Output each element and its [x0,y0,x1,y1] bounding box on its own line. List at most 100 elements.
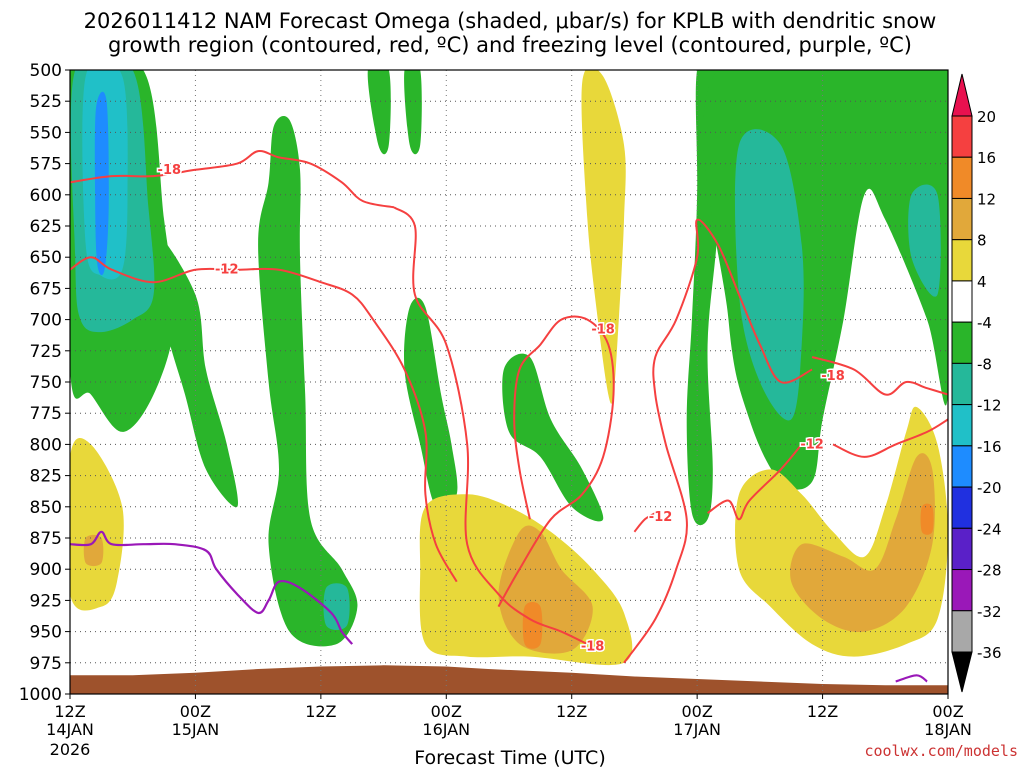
y-tick-label-975: 975 [30,654,62,674]
y-tick-label-925: 925 [30,591,62,611]
omega-region-yellow-16 [70,438,124,611]
x-tick-date-84: 18JAN [924,720,972,739]
dgz-contour-0 [70,149,395,209]
colorbar-swatch-11 [951,569,973,612]
x-tick-date-0: 14JAN [46,720,94,739]
freezing-level-line-0 [69,530,354,645]
colorbar-top-arrow [951,73,973,117]
dgz-contour-label-4: -18 [821,369,845,384]
dgz-contour-label-3: -18 [591,323,615,338]
grid-lines [70,70,948,694]
dgz-contour-7 [811,356,948,396]
omega-region-teal-6 [323,583,350,631]
dgz-contour-4 [623,218,813,664]
dgz-contours: -18 -18 -12 -18 -18 -12 -12 [70,149,948,664]
x-tick-label-0: 12Z [54,702,85,721]
x-tick-date-60: 17JAN [673,720,721,739]
y-tick-label-800: 800 [30,435,62,455]
colorbar-label-12: -32 [977,603,1002,621]
omega-region-orange-19 [498,525,593,654]
y-tick-label-875: 875 [30,529,62,549]
terrain-surface [70,665,948,694]
y-tick-label-725: 725 [30,342,62,362]
dgz-contour-label-1: -18 [581,640,605,655]
freezing-level-line-1 [895,674,928,683]
dgz-contour-label-2: -12 [215,263,239,278]
colorbar-label-7: -12 [977,397,1002,415]
x-axis-label: Forecast Time (UTC) [414,747,605,768]
colorbar-swatch-1 [951,156,973,199]
dgz-contour-3 [497,315,615,608]
omega-region-green-9 [404,297,458,510]
dgz-contour-2 [70,256,458,583]
x-tick-date-12: 15JAN [172,720,220,739]
colorbar-label-8: -16 [977,438,1002,456]
omega-shading [70,70,948,666]
omega-region-teal-15 [908,184,941,297]
y-tick-label-600: 600 [30,186,62,206]
omega-region-dark-orange-23 [920,503,934,535]
x-tick-label-48: 12Z [556,702,587,721]
omega-region-yellow-11 [581,70,626,404]
y-tick-label-900: 900 [30,560,62,580]
year-label: 2026 [50,740,91,759]
omega-region-green-7 [367,70,391,155]
x-tick-label-36: 00Z [431,702,462,721]
x-tick-label-84: 00Z [932,702,963,721]
omega-region-orange-22 [790,453,935,633]
y-tick-label-775: 775 [30,404,62,424]
colorbar-swatch-4 [951,280,973,323]
y-tick-label-850: 850 [30,498,62,518]
dgz-contour-label-0: -18 [158,163,182,178]
x-tick-label-72: 12Z [807,702,838,721]
colorbar-swatch-12 [951,610,973,653]
omega-region-dark-orange-20 [522,601,543,649]
colorbar-label-4: 4 [977,273,987,291]
terrain-fill [70,665,948,694]
y-tick-label-700: 700 [30,311,62,331]
source-credit: coolwx.com/models [864,742,1018,760]
chart-title-line1: 2026011412 NAM Forecast Omega (shaded, μ… [84,9,937,33]
colorbar-label-9: -20 [977,479,1002,497]
colorbar-swatch-0 [951,115,973,158]
omega-region-green-4 [152,231,239,508]
colorbar-swatch-10 [951,527,973,571]
omega-region-green-10 [502,353,604,522]
colorbar-swatch-9 [951,486,973,529]
y-axis: 500 525 550 575 600 625 650 675 700 725 750 775 800 8… [19,61,70,705]
colorbar-label-5: -4 [977,314,992,332]
dgz-contour-label-5: -12 [649,510,673,525]
y-tick-label-825: 825 [30,467,62,487]
omega-region-green-8 [404,70,422,155]
x-tick-label-60: 00Z [681,702,712,721]
colorbar-label-2: 12 [977,190,996,208]
freezing-level-contours [69,530,928,683]
colorbar-label-10: -24 [977,520,1002,538]
colorbar-label-11: -28 [977,562,1002,580]
omega-region-orange-17 [83,534,104,567]
y-tick-label-950: 950 [30,623,62,643]
omega-region-blue-3 [94,91,109,276]
y-tick-label-750: 750 [30,373,62,393]
x-tick-label-12: 00Z [180,702,211,721]
dgz-contour-1 [393,206,588,646]
dgz-contour-6 [707,443,803,521]
y-tick-label-575: 575 [30,155,62,175]
y-tick-label-650: 650 [30,248,62,268]
colorbar-bottom-arrow [951,651,973,693]
colorbar-label-0: 20 [977,108,996,126]
colorbar-label-3: 8 [977,232,987,250]
dgz-contour-8 [832,418,948,458]
colorbar-swatch-2 [951,197,973,241]
colorbar-label-6: -8 [977,355,992,373]
colorbar-swatch-8 [951,445,973,488]
colorbar-label-13: -36 [977,644,1002,662]
x-tick-label-24: 12Z [305,702,336,721]
x-tick-date-36: 16JAN [422,720,470,739]
omega-region-green-5 [258,115,358,647]
y-tick-label-625: 625 [30,217,62,237]
colorbar-swatch-7 [951,404,973,447]
y-tick-label-525: 525 [30,92,62,112]
